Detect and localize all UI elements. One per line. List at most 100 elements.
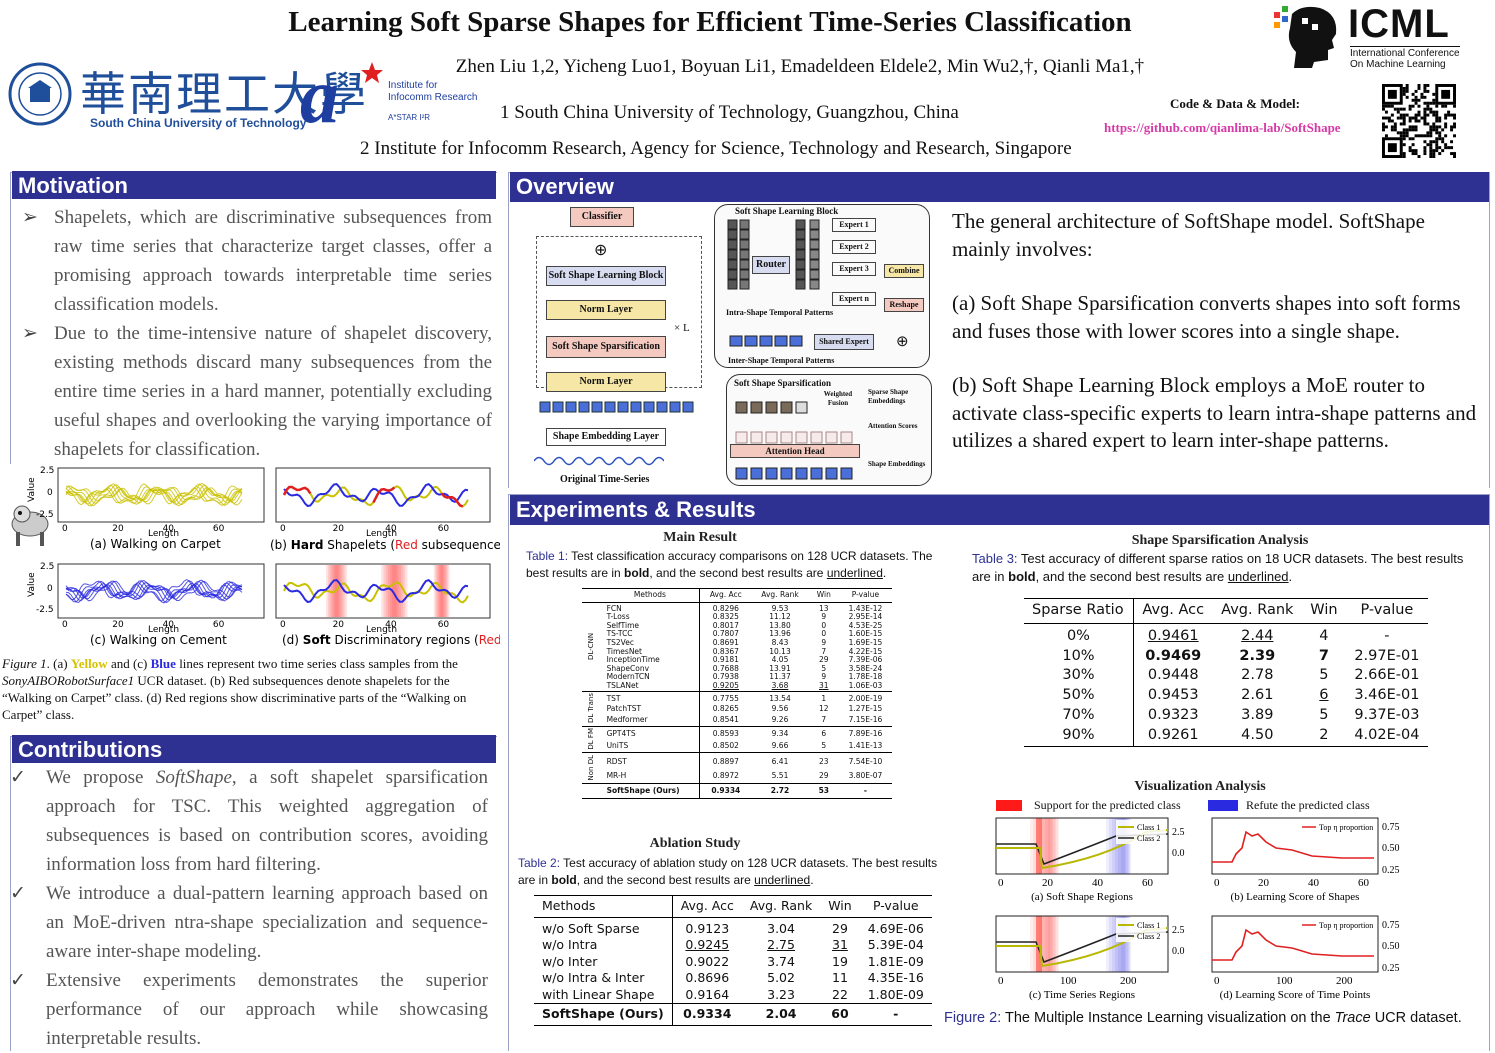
- time-series-wave: [533, 452, 665, 470]
- caption-text: , and the second best results are: [1035, 569, 1228, 584]
- inter-squares: [728, 334, 808, 348]
- qr-module: [1408, 104, 1412, 108]
- qr-module: [1438, 146, 1442, 150]
- y-tick: 0.25: [1382, 865, 1400, 876]
- qr-module: [1402, 134, 1406, 138]
- support-region: [1048, 916, 1056, 972]
- table-cell: 0.8593: [712, 729, 739, 739]
- sparse-token: [780, 401, 793, 414]
- table-cell: 0.9448: [1147, 667, 1199, 684]
- add-icon: ⊕: [896, 334, 909, 350]
- table-cell: 13.54: [769, 693, 791, 703]
- overview-description: The general architecture of SoftShape mo…: [952, 208, 1486, 455]
- x-tick: 40: [385, 524, 397, 534]
- table-cell: 0.9453: [1147, 687, 1199, 704]
- qr-module: [1414, 125, 1418, 129]
- qr-module: [1435, 116, 1439, 120]
- table-cell: 3.80E-07: [838, 769, 892, 784]
- table-cell: 0.9164: [672, 986, 742, 1004]
- table-cell: TS2Vec: [600, 638, 701, 648]
- qr-module: [1423, 152, 1427, 156]
- table-cell: Medformer: [600, 714, 701, 727]
- x-tick: 0: [280, 524, 286, 534]
- table-cell: ShapeConv: [600, 664, 701, 674]
- column-header: Win: [820, 895, 860, 918]
- qr-module: [1408, 116, 1412, 120]
- qr-module: [1408, 128, 1412, 132]
- table-cell: 2.95E-14: [848, 612, 883, 622]
- legend-box: [1116, 918, 1166, 942]
- qr-module: [1405, 128, 1409, 132]
- qr-module: [1384, 116, 1388, 120]
- table-cell: 1.69E-15: [848, 637, 883, 647]
- panel-frame: [1211, 817, 1379, 875]
- qr-module: [1438, 116, 1442, 120]
- learning-block-title: Soft Shape Learning Block: [735, 206, 839, 216]
- table-cell: 5: [1319, 706, 1329, 723]
- astar-line-2: Infocomm Research: [388, 92, 478, 103]
- column-header: Avg. Rank: [751, 588, 809, 603]
- token-square: [809, 279, 820, 290]
- legend-class-2: Class 2: [1137, 834, 1160, 843]
- refute-legend-swatch: [1208, 800, 1238, 811]
- refute-region: [1118, 916, 1128, 972]
- table-cell: 1.06E-03: [838, 681, 892, 692]
- token-square: [739, 259, 750, 270]
- table-cell: 0.9123: [685, 920, 730, 936]
- x-tick: 20: [112, 620, 124, 630]
- qr-module: [1405, 134, 1409, 138]
- qr-module: [1414, 149, 1418, 153]
- table-cell: 0: [821, 620, 827, 630]
- qr-module: [1417, 86, 1421, 90]
- qr-module: [1429, 110, 1433, 114]
- figure-2: Class 1 Class 2 2.5 0.0 0 20 40 60 (a) Soft Shap…: [990, 814, 1490, 1014]
- refute-region: [1124, 818, 1130, 874]
- qr-finder: [1441, 89, 1451, 99]
- table-cell: 0.7807: [712, 629, 739, 639]
- table-cell: -: [1384, 627, 1390, 644]
- hard-shapelet: [440, 492, 464, 508]
- token-square: [795, 219, 806, 230]
- qr-module: [1384, 110, 1388, 114]
- table-cell: 9: [821, 612, 827, 622]
- qr-module: [1423, 95, 1427, 99]
- token-square: [809, 219, 820, 230]
- caption-bold: bold: [624, 566, 650, 580]
- table-cell: 13.80: [769, 620, 791, 630]
- token-square: [727, 259, 738, 270]
- qr-module: [1382, 116, 1385, 120]
- qr-module: [1399, 134, 1403, 138]
- visualization-title: Visualization Analysis: [1134, 779, 1266, 794]
- column-header: Sparse Ratio: [1024, 598, 1134, 624]
- table-cell: [582, 588, 601, 603]
- qr-module: [1423, 149, 1427, 153]
- sparsification-panel: [726, 374, 932, 486]
- table-cell: TST: [600, 691, 701, 705]
- table-cell: 53: [808, 783, 839, 800]
- table-cell: 3.74: [767, 953, 795, 969]
- x-tick: 100: [1060, 975, 1077, 987]
- x-tick: 0: [62, 524, 68, 534]
- table-cell: TS-TCC: [600, 630, 701, 639]
- table-cell: 7.39E-06: [848, 655, 883, 665]
- discriminative-region: [387, 565, 401, 617]
- repeat-label: × L: [674, 322, 690, 334]
- qr-module: [1438, 131, 1442, 135]
- caption-underlined: underlined: [826, 566, 883, 580]
- intra-label: Intra-Shape Temporal Patterns: [726, 308, 834, 317]
- qr-module: [1438, 119, 1442, 123]
- contribution-text: , a soft shapelet sparsification approac…: [46, 767, 488, 875]
- classifier-box: Classifier: [570, 207, 634, 227]
- qr-module: [1426, 122, 1430, 126]
- x-tick: 20: [1258, 877, 1270, 889]
- table-row: Medformer 0.8541 9.26 7 7.15E-16: [582, 714, 892, 727]
- qr-code[interactable]: [1382, 84, 1456, 158]
- score-token: [735, 431, 748, 444]
- qr-module: [1432, 155, 1436, 158]
- table-row: 10% 0.9469 2.39 7 2.97E-01: [1024, 646, 1428, 667]
- code-url-link[interactable]: https://github.com/qianlima-lab/SoftShap…: [1104, 120, 1341, 135]
- x-tick: 20: [333, 524, 345, 534]
- table-cell: 31: [808, 681, 839, 692]
- y-axis-label: Value: [27, 572, 37, 597]
- table-cell: 23: [819, 756, 829, 766]
